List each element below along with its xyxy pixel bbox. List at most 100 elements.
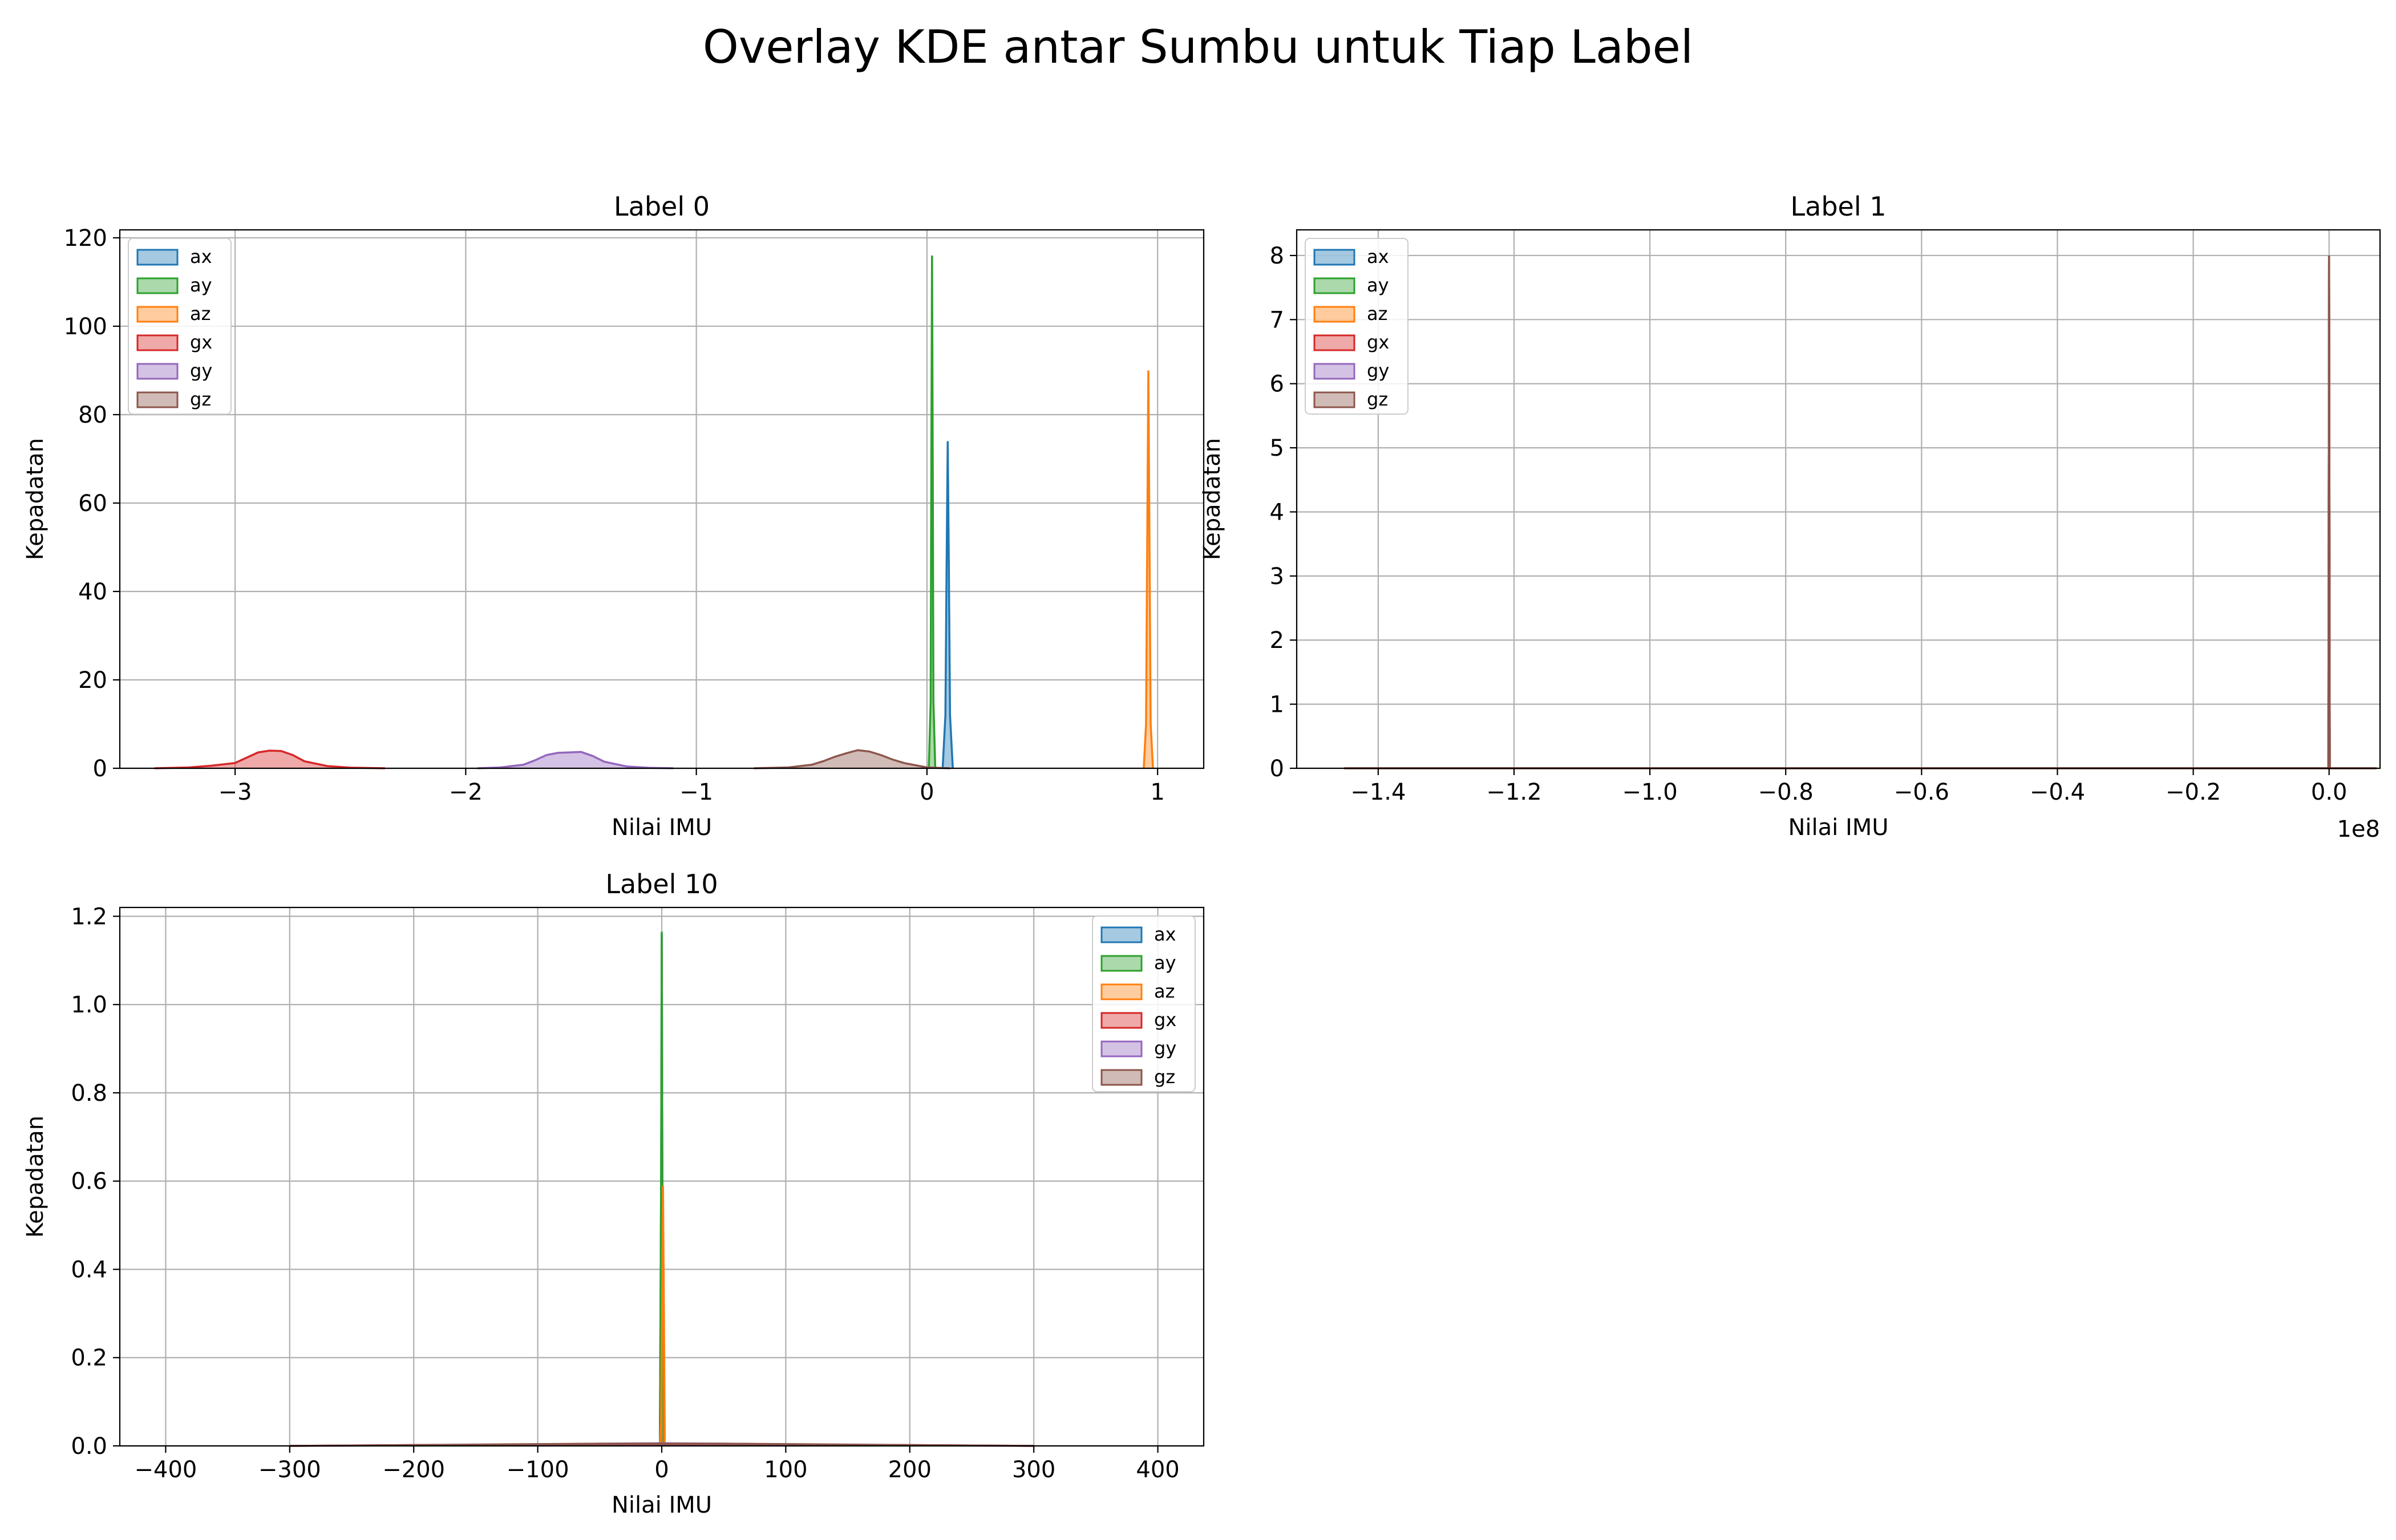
legend-swatch-ax [1100,926,1143,943]
legend-label-ay: ay [1154,952,1176,974]
legend-swatch-gy [1100,1040,1143,1057]
y-axis-label: Kepadatan [22,1116,48,1238]
kde-line-az [658,1185,666,1446]
y-tick-label: 40 [78,579,107,605]
legend-swatch-gy [136,363,179,380]
x-tick-label: −3 [218,779,252,805]
legend-label-gy: gy [190,360,212,382]
y-tick-label: 4 [1270,499,1284,525]
legend-label-gy: gy [1367,360,1389,382]
y-tick-label: 80 [78,402,107,428]
y-tick-label: 20 [78,667,107,694]
legend-label-gy: gy [1154,1038,1176,1059]
legend-frame [128,238,232,415]
y-tick-label: 2 [1270,627,1284,654]
y-tick-label: 0.2 [71,1345,107,1371]
x-tick-label: −1.2 [1486,779,1541,805]
legend-label-ay: ay [190,274,212,296]
y-tick-label: 8 [1270,243,1284,269]
legend-swatch-az [1100,983,1143,1000]
legend-frame [1305,238,1409,415]
subplot-title: Label 10 [605,869,718,899]
y-tick-label: 1 [1270,692,1284,718]
legend-label-gx: gx [190,331,212,353]
x-tick-label: −1.0 [1622,779,1678,805]
legend: ax ay az gx gy gz [1092,915,1196,1092]
x-axis-label: Nilai IMU [1788,814,1888,841]
legend-swatch-az [1313,306,1355,323]
legend-label-gz: gz [1367,388,1388,410]
x-tick-label: −0.6 [1894,779,1949,805]
y-tick-label: 0.8 [71,1080,107,1107]
subplot-title: Label 0 [614,191,710,222]
kde-line-gy [477,751,674,769]
y-tick-label: 0 [93,756,107,782]
x-axis-label: Nilai IMU [612,1492,712,1518]
y-tick-label: 5 [1270,435,1284,461]
legend-swatch-ax [136,249,179,266]
legend-label-ay: ay [1367,274,1389,296]
kde-line-ax [941,441,954,769]
legend-swatch-ay [1313,277,1355,294]
x-offset-label: 1e8 [2337,816,2380,842]
x-tick-label: 1 [1150,779,1164,805]
legend-swatch-gx [136,334,179,351]
x-tick-label: −1.4 [1350,779,1406,805]
y-tick-label: 6 [1270,371,1284,398]
axes-frame [119,229,1205,769]
legend-swatch-az [136,306,179,323]
legend-label-az: az [1367,303,1387,325]
y-tick-label: 120 [64,225,107,252]
kde-line-ay [928,255,937,769]
x-tick-label: 0 [920,779,934,805]
x-tick-label: 0 [654,1457,669,1483]
y-tick-label: 100 [64,314,107,340]
kde-fill-ax [942,441,953,768]
axes-frame [1296,229,2381,769]
kde-fill-gz [754,750,950,768]
legend-swatch-gy [1313,363,1355,380]
legend-label-gx: gx [1367,331,1389,353]
y-tick-label: 1.0 [71,992,107,1018]
y-axis-label: Kepadatan [1199,438,1225,560]
legend-swatch-ax [1313,249,1355,266]
x-tick-label: −300 [258,1457,321,1483]
subplot-3: −400 −300 −200 −100 0 100 200 300 400 0.0 0.2 0.4 0.… [22,869,1205,1518]
legend-swatch-gz [1100,1069,1143,1086]
figure-title: Overlay KDE antar Sumbu untuk Tiap Label [703,21,1693,74]
x-tick-label: −2 [449,779,483,805]
legend-swatch-gz [1313,391,1355,408]
kde-line-gz [754,749,950,769]
kde-fill-gx [154,751,385,768]
legend-swatch-gx [1100,1012,1143,1029]
y-tick-label: 1.2 [71,903,107,930]
kde-fill-az [1143,370,1154,768]
x-tick-label: −1 [679,779,713,805]
legend: ax ay az gx gy gz [1305,238,1409,415]
x-axis-label: Nilai IMU [612,814,712,841]
legend-swatch-gx [1313,334,1355,351]
y-tick-label: 60 [78,491,107,517]
legend-label-ax: ax [1154,923,1176,945]
x-tick-label: −0.2 [2166,779,2221,805]
x-tick-label: −200 [382,1457,445,1483]
kde-line-gx [154,749,385,769]
y-tick-label: 0.6 [71,1169,107,1195]
subplot-title: Label 1 [1791,191,1887,222]
x-tick-label: 200 [888,1457,932,1483]
legend-swatch-ay [1100,955,1143,972]
kde-line-gz [289,1442,1034,1447]
legend-label-ax: ax [190,246,212,268]
legend-label-gz: gz [1154,1066,1175,1088]
x-tick-label: −100 [507,1457,569,1483]
legend-label-gx: gx [1154,1009,1176,1031]
x-tick-label: 400 [1136,1457,1179,1483]
legend-frame [1092,915,1196,1092]
kde-line-az [1143,370,1154,769]
x-tick-label: 0.0 [2311,779,2348,805]
legend-swatch-ay [136,277,179,294]
x-tick-label: −0.4 [2030,779,2085,805]
